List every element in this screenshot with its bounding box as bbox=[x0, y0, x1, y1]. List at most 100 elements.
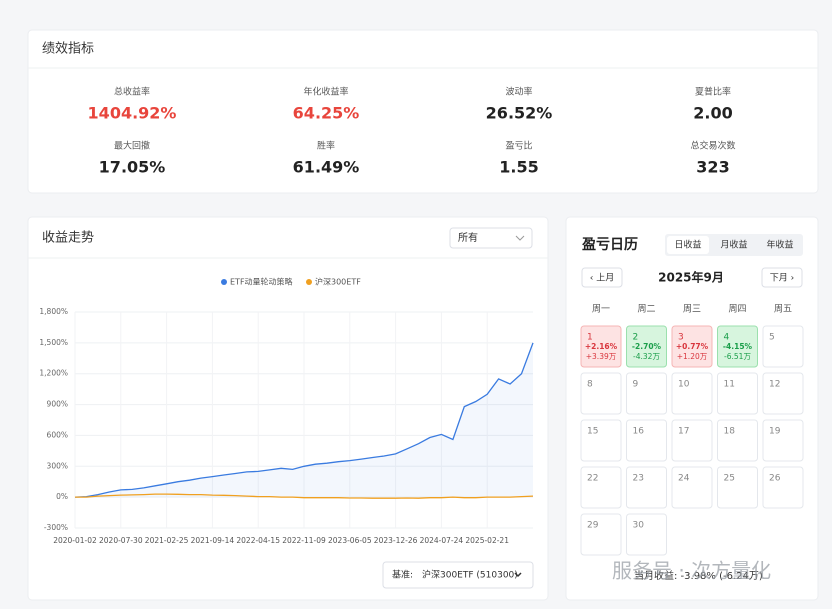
day-cell[interactable] bbox=[580, 466, 622, 509]
weekday: 周四 bbox=[728, 304, 746, 315]
day-pct: -2.70% bbox=[632, 342, 662, 351]
next-text: 下月 › bbox=[770, 273, 794, 284]
day-cell[interactable] bbox=[671, 466, 713, 509]
day-cell[interactable] bbox=[762, 419, 804, 462]
day-cell[interactable] bbox=[580, 419, 622, 462]
y-tick-label: 900% bbox=[47, 400, 68, 409]
benchmark-select[interactable] bbox=[382, 561, 534, 589]
tab[interactable]: 日收益 bbox=[674, 239, 701, 251]
benchmark-value: 沪深300ETF (510300) bbox=[422, 569, 518, 581]
day-cell[interactable] bbox=[626, 466, 667, 509]
metric-label: 总交易次数 bbox=[690, 140, 735, 152]
x-tick-label: 2022-04-15 bbox=[236, 536, 280, 545]
range-select-text: 所有 bbox=[458, 231, 478, 244]
day-cell[interactable] bbox=[762, 325, 804, 368]
tab-active bbox=[667, 236, 709, 254]
day-cell[interactable] bbox=[626, 513, 667, 556]
x-tick-label: 2023-06-05 bbox=[328, 536, 372, 545]
day-cell[interactable] bbox=[580, 513, 622, 556]
tab[interactable]: 月收益 bbox=[720, 239, 747, 251]
metric-label: 年化收益率 bbox=[303, 86, 348, 98]
day-number: 19 bbox=[769, 427, 781, 437]
day-cell[interactable] bbox=[717, 419, 758, 462]
day-number: 25 bbox=[724, 474, 735, 484]
x-tick-label: 2020-01-02 bbox=[53, 536, 97, 545]
x-tick-label: 2021-09-14 bbox=[191, 536, 235, 545]
day-number: 1 bbox=[587, 333, 593, 343]
day-cell[interactable] bbox=[717, 372, 758, 415]
x-tick-label: 2022-11-09 bbox=[282, 536, 326, 545]
metric-label: 盈亏比 bbox=[505, 140, 532, 152]
day-cell[interactable] bbox=[762, 372, 804, 415]
day-pct: -4.15% bbox=[723, 342, 753, 351]
day-number: 11 bbox=[724, 380, 735, 390]
day-amount: +1.20万 bbox=[677, 352, 708, 361]
day-number: 10 bbox=[678, 380, 690, 390]
day-amount: -6.51万 bbox=[724, 352, 751, 361]
day-cell[interactable] bbox=[671, 325, 713, 368]
day-cell[interactable] bbox=[580, 325, 622, 368]
day-number: 24 bbox=[678, 474, 690, 484]
day-cell[interactable] bbox=[626, 372, 667, 415]
day-cell[interactable] bbox=[671, 419, 713, 462]
area bbox=[75, 342, 533, 498]
weekday: 周三 bbox=[683, 304, 701, 315]
legend-swatch bbox=[221, 279, 227, 285]
day-amount: +3.39万 bbox=[586, 352, 617, 361]
day-number: 30 bbox=[633, 521, 645, 531]
metric-value: 1404.92% bbox=[88, 104, 177, 123]
y-tick-label: -300% bbox=[44, 523, 68, 532]
day-cell[interactable] bbox=[626, 325, 667, 368]
tab[interactable]: 年收益 bbox=[766, 239, 793, 251]
prev-button[interactable] bbox=[581, 267, 623, 288]
benchmark-label: 基准: bbox=[392, 569, 413, 581]
day-cell[interactable] bbox=[580, 372, 622, 415]
x-tick-label: 2021-02-25 bbox=[145, 536, 189, 545]
day-number: 26 bbox=[769, 474, 781, 484]
month-total: 当月收益: -3.98% (-6.24万) bbox=[634, 569, 763, 582]
metrics-card bbox=[27, 29, 819, 194]
y-tick-label: 600% bbox=[47, 430, 68, 439]
chevron bbox=[514, 572, 522, 578]
metric-value: 17.05% bbox=[99, 158, 166, 177]
legend-swatch bbox=[306, 279, 312, 285]
x-tick-label: 2024-07-24 bbox=[420, 536, 464, 545]
day-number: 2 bbox=[633, 333, 639, 343]
metric-value: 2.00 bbox=[693, 104, 732, 123]
month-title: 2025年9月 bbox=[658, 270, 724, 285]
day-number: 15 bbox=[587, 427, 598, 437]
day-cell[interactable] bbox=[626, 419, 667, 462]
metric-value: 64.25% bbox=[293, 104, 360, 123]
weekday: 周二 bbox=[637, 304, 655, 315]
y-tick-label: 1,500% bbox=[39, 338, 68, 347]
day-number: 29 bbox=[587, 521, 599, 531]
chevron bbox=[515, 235, 525, 241]
trend-title: 收益走势 bbox=[42, 230, 94, 246]
day-pct: +2.16% bbox=[585, 342, 618, 351]
y-tick-label: 0% bbox=[56, 492, 68, 501]
x-tick-label: 2020-07-30 bbox=[99, 536, 143, 545]
metric-value: 61.49% bbox=[293, 158, 360, 177]
y-tick-label: 300% bbox=[47, 461, 68, 470]
day-cell[interactable] bbox=[762, 466, 804, 509]
x-tick-label: 2023-12-26 bbox=[374, 536, 418, 545]
day-number: 5 bbox=[769, 333, 775, 343]
calendar-title: 盈亏日历 bbox=[581, 237, 638, 253]
day-pct: +0.77% bbox=[676, 342, 709, 351]
day-number: 16 bbox=[633, 427, 645, 437]
day-cell[interactable] bbox=[671, 372, 713, 415]
day-cell[interactable] bbox=[717, 466, 758, 509]
day-number: 9 bbox=[633, 380, 639, 390]
metric-value: 26.52% bbox=[486, 104, 553, 123]
day-cell[interactable] bbox=[717, 325, 758, 368]
day-amount: -4.32万 bbox=[633, 352, 660, 361]
day-number: 23 bbox=[633, 474, 644, 484]
metric-value: 323 bbox=[696, 158, 729, 177]
range-select[interactable] bbox=[449, 227, 533, 249]
x-tick-label: 2025-02-21 bbox=[465, 536, 509, 545]
day-number: 22 bbox=[587, 474, 598, 484]
metric-label: 夏普比率 bbox=[695, 86, 731, 98]
next-button[interactable] bbox=[761, 267, 803, 288]
metric-value: 1.55 bbox=[499, 158, 538, 177]
